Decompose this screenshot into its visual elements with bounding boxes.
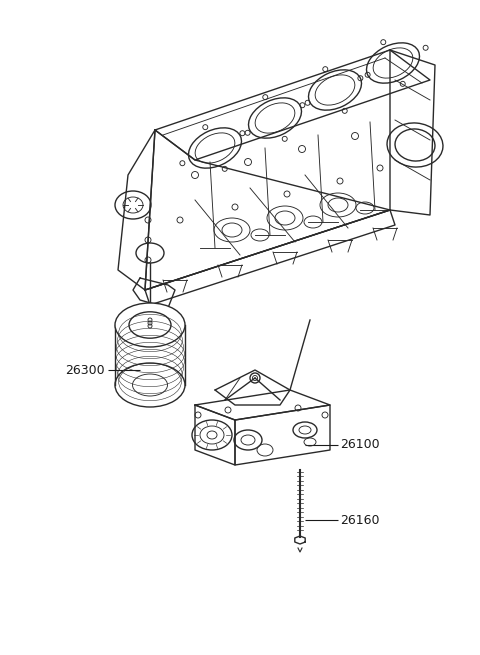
Text: 26100: 26100	[340, 438, 380, 451]
Text: 26160: 26160	[340, 514, 380, 527]
Ellipse shape	[115, 303, 185, 347]
Text: 26300: 26300	[65, 364, 105, 377]
